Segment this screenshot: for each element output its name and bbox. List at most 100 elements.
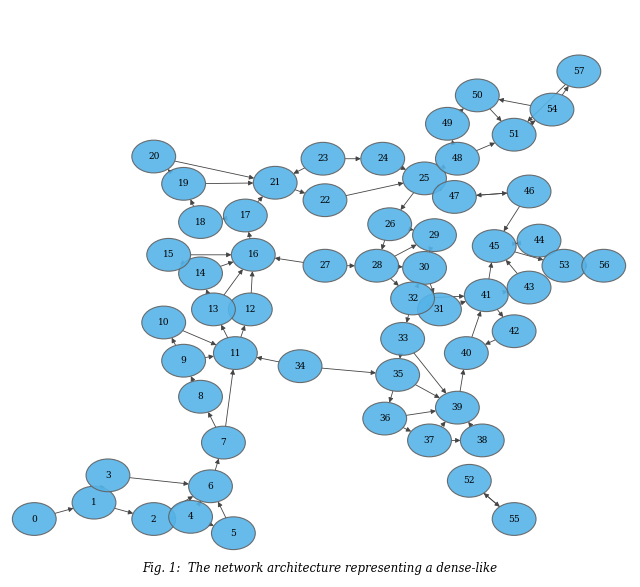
Text: 17: 17 — [239, 211, 251, 220]
Ellipse shape — [381, 322, 424, 355]
Ellipse shape — [408, 424, 451, 457]
Text: 23: 23 — [317, 154, 328, 163]
Ellipse shape — [86, 459, 130, 492]
Text: 43: 43 — [524, 283, 535, 292]
Text: 0: 0 — [31, 515, 37, 524]
Text: 2: 2 — [151, 515, 157, 524]
Text: 32: 32 — [407, 294, 418, 303]
Ellipse shape — [465, 279, 508, 312]
Ellipse shape — [444, 337, 488, 369]
Ellipse shape — [435, 142, 479, 175]
Ellipse shape — [426, 107, 469, 140]
Ellipse shape — [517, 224, 561, 257]
Text: 12: 12 — [244, 305, 256, 314]
Ellipse shape — [361, 142, 404, 175]
Ellipse shape — [179, 380, 223, 413]
Text: 39: 39 — [452, 403, 463, 412]
Text: 10: 10 — [158, 318, 170, 327]
Text: 31: 31 — [434, 305, 445, 314]
Text: 53: 53 — [558, 261, 570, 270]
Text: 9: 9 — [180, 356, 186, 365]
Ellipse shape — [12, 502, 56, 535]
Ellipse shape — [179, 257, 223, 290]
Text: 27: 27 — [319, 261, 331, 270]
Ellipse shape — [169, 501, 212, 533]
Ellipse shape — [179, 205, 223, 238]
Ellipse shape — [253, 166, 297, 199]
Ellipse shape — [189, 470, 232, 502]
Ellipse shape — [447, 464, 492, 497]
Text: 37: 37 — [424, 436, 435, 445]
Ellipse shape — [456, 79, 499, 112]
Text: 28: 28 — [371, 261, 383, 270]
Ellipse shape — [492, 502, 536, 535]
Text: 52: 52 — [463, 476, 475, 485]
Text: 15: 15 — [163, 250, 175, 259]
Text: 40: 40 — [461, 349, 472, 357]
Text: 4: 4 — [188, 512, 193, 521]
Text: 3: 3 — [105, 471, 111, 480]
Text: 38: 38 — [477, 436, 488, 445]
Text: 41: 41 — [481, 291, 492, 300]
Text: 34: 34 — [294, 362, 306, 370]
Ellipse shape — [132, 140, 175, 173]
Text: 44: 44 — [533, 236, 545, 245]
Ellipse shape — [492, 119, 536, 151]
Text: 5: 5 — [230, 529, 236, 538]
Text: 13: 13 — [208, 305, 219, 314]
Ellipse shape — [147, 238, 191, 271]
Text: 6: 6 — [207, 482, 213, 491]
Text: 18: 18 — [195, 218, 206, 227]
Ellipse shape — [435, 392, 479, 424]
Ellipse shape — [390, 282, 435, 315]
Text: 33: 33 — [397, 335, 408, 343]
Text: 22: 22 — [319, 195, 331, 205]
Text: 50: 50 — [472, 91, 483, 100]
Ellipse shape — [433, 181, 476, 213]
Text: 46: 46 — [524, 187, 535, 196]
Ellipse shape — [363, 402, 406, 435]
Text: 1: 1 — [91, 498, 97, 507]
Text: 49: 49 — [442, 119, 453, 129]
Ellipse shape — [214, 337, 257, 369]
Text: 8: 8 — [198, 392, 204, 402]
Ellipse shape — [472, 230, 516, 262]
Text: 45: 45 — [488, 242, 500, 251]
Ellipse shape — [223, 199, 268, 232]
Text: 36: 36 — [379, 414, 390, 423]
Ellipse shape — [301, 142, 345, 175]
Text: 21: 21 — [269, 178, 281, 187]
Ellipse shape — [191, 293, 236, 326]
Ellipse shape — [142, 306, 186, 339]
Text: 11: 11 — [230, 349, 241, 357]
Ellipse shape — [460, 424, 504, 457]
Text: 14: 14 — [195, 269, 206, 278]
Ellipse shape — [417, 293, 461, 326]
Ellipse shape — [303, 184, 347, 217]
Ellipse shape — [492, 315, 536, 348]
Ellipse shape — [132, 502, 175, 535]
Ellipse shape — [355, 249, 399, 282]
Ellipse shape — [413, 219, 456, 251]
Ellipse shape — [162, 345, 205, 377]
Text: 7: 7 — [221, 438, 227, 447]
Text: 48: 48 — [452, 154, 463, 163]
Ellipse shape — [202, 426, 245, 459]
Ellipse shape — [507, 175, 551, 208]
Text: 42: 42 — [508, 327, 520, 336]
Text: 29: 29 — [429, 231, 440, 239]
Ellipse shape — [557, 55, 601, 87]
Text: 55: 55 — [508, 515, 520, 524]
Ellipse shape — [303, 249, 347, 282]
Ellipse shape — [582, 249, 626, 282]
Text: 57: 57 — [573, 67, 585, 76]
Text: 25: 25 — [419, 174, 430, 183]
Text: Fig. 1:  The network architecture representing a dense-like: Fig. 1: The network architecture represe… — [143, 562, 497, 575]
Ellipse shape — [542, 249, 586, 282]
Text: 35: 35 — [392, 370, 403, 379]
Text: 20: 20 — [148, 152, 159, 161]
Ellipse shape — [232, 238, 275, 271]
Ellipse shape — [211, 517, 255, 549]
Text: 56: 56 — [598, 261, 609, 270]
Ellipse shape — [403, 162, 447, 195]
